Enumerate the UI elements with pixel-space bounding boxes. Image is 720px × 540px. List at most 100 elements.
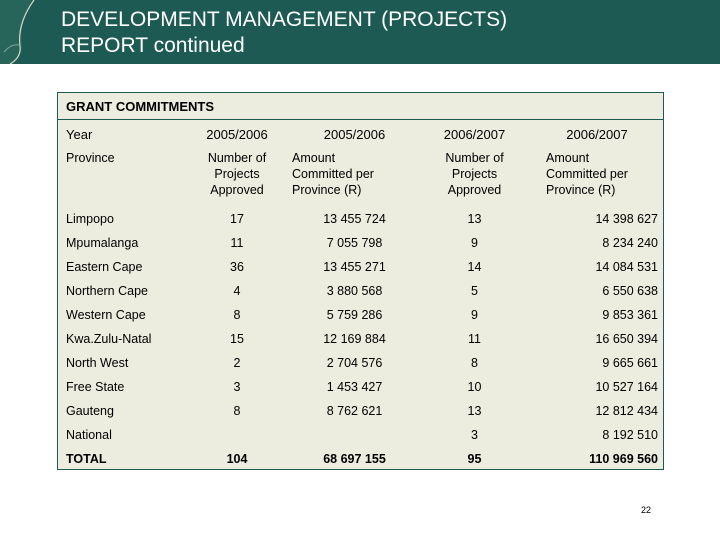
projects-approved-2005-2006: 2 [233,356,241,370]
amount-committed-2005-2006: 12 169 884 [323,332,386,346]
table-row: Limpopo 17 13 455 724 13 14 398 627 [62,207,662,231]
province-name: Kwa.Zulu-Natal [66,332,152,346]
projects-approved-2006-2007: 8 [471,356,478,370]
column-header-line: Approved [447,183,502,197]
amount-committed-2006-2007: 8 192 510 [602,428,658,442]
projects-approved-2005-2006: 8 [233,404,241,418]
province-name: Gauteng [66,404,114,418]
table-row: North West 2 2 704 576 8 9 665 661 [62,351,662,375]
table-row: Free State 3 1 453 427 10 10 527 164 [62,375,662,399]
column-header-row: Province Number of Projects Approved Amo… [62,148,662,207]
leaf-decoration-icon [0,0,35,64]
page-title: DEVELOPMENT MANAGEMENT (PROJECTS) REPORT… [61,7,507,59]
year-header: 2006/2007 [566,126,628,142]
column-header-line: Province (R) [292,183,362,197]
column-header-line: Amount [546,151,590,165]
total-amount-2005-2006: 68 697 155 [323,452,386,466]
column-header-line: Projects [214,167,260,181]
total-label: TOTAL [66,452,107,466]
amount-committed-2005-2006: 13 455 271 [323,260,386,274]
amount-committed-2005-2006: 13 455 724 [323,212,386,226]
title-bar: DEVELOPMENT MANAGEMENT (PROJECTS) REPORT… [0,0,720,64]
province-name: Northern Cape [66,284,148,298]
amount-committed-2005-2006: 7 055 798 [326,236,383,250]
column-header-line: Number of [207,151,267,165]
amount-committed-2006-2007: 6 550 638 [602,284,658,298]
grant-commitments-table: Year 2005/2006 2005/2006 2006/2007 2006/… [62,120,662,471]
projects-approved-2006-2007: 11 [468,332,481,346]
column-header-line: Projects [451,167,498,181]
province-name: National [66,428,112,442]
amount-committed-2006-2007: 12 812 434 [595,404,658,418]
total-amount-2006-2007: 110 969 560 [589,452,658,466]
page-number: 22 [641,505,652,515]
projects-approved-2006-2007: 9 [471,308,478,322]
page-title-line-1: DEVELOPMENT MANAGEMENT (PROJECTS) [61,8,508,31]
table-row: Mpumalanga 11 7 055 798 9 8 234 240 [62,231,662,255]
empty-cell [182,423,292,447]
province-name: Western Cape [66,308,146,322]
empty-cell [292,423,417,447]
table-row: Northern Cape 4 3 880 568 5 6 550 638 [62,279,662,303]
projects-approved-2006-2007: 5 [471,284,478,298]
province-name: Limpopo [66,212,114,226]
total-projects-2005-2006: 104 [226,452,248,466]
amount-committed-2005-2006: 3 880 568 [326,284,383,298]
year-header: 2005/2006 [323,126,386,142]
projects-approved-2006-2007: 14 [467,260,482,274]
province-name: Free State [66,380,125,394]
amount-committed-2005-2006: 5 759 286 [326,308,383,322]
section-title: GRANT COMMITMENTS [66,99,215,114]
column-header: Amount Committed per Province (R) [532,148,662,207]
province-name: Eastern Cape [66,260,143,274]
projects-approved-2006-2007: 9 [471,236,478,250]
projects-approved-2005-2006: 4 [233,284,241,298]
table-row: Eastern Cape 36 13 455 271 14 14 084 531 [62,255,662,279]
amount-committed-2006-2007: 10 527 164 [595,380,658,394]
year-header: 2005/2006 [206,126,268,142]
column-header: Number of Projects Approved [182,148,292,207]
projects-approved-2005-2006: 36 [230,260,244,274]
page-title-line-2: REPORT continued [61,34,245,57]
projects-approved-2005-2006: 15 [230,332,244,346]
amount-committed-2005-2006: 1 453 427 [326,380,383,394]
projects-approved-2005-2006: 8 [233,308,241,322]
column-header-line: Number of [445,151,504,165]
total-row: TOTAL 104 68 697 155 95 110 969 560 [62,447,662,471]
projects-approved-2006-2007: 3 [471,428,478,442]
column-header-line: Committed per [292,167,374,181]
projects-approved-2006-2007: 10 [467,380,482,394]
province-name: North West [66,356,129,370]
projects-approved-2006-2007: 13 [467,404,482,418]
amount-committed-2006-2007: 9 665 661 [602,356,658,370]
column-header-line: Committed per [546,167,628,181]
column-header-line: Province (R) [546,183,616,197]
column-header-line: Amount [292,151,336,165]
amount-committed-2006-2007: 16 650 394 [595,332,658,346]
projects-approved-2005-2006: 17 [230,212,244,226]
column-header-line: Approved [210,183,264,197]
amount-committed-2006-2007: 14 084 531 [595,260,658,274]
amount-committed-2005-2006: 2 704 576 [326,356,383,370]
projects-approved-2005-2006: 3 [233,380,241,394]
projects-approved-2005-2006: 11 [230,236,244,250]
total-projects-2006-2007: 95 [467,452,482,466]
amount-committed-2006-2007: 8 234 240 [602,236,658,250]
table-row: Kwa.Zulu-Natal 15 12 169 884 11 16 650 394 [62,327,662,351]
column-header: Amount Committed per Province (R) [292,148,417,207]
grant-commitments-panel: GRANT COMMITMENTS Year 2005/2006 2005/20… [57,92,664,470]
table-row: Gauteng 8 8 762 621 13 12 812 434 [62,399,662,423]
province-name: Mpumalanga [66,236,139,250]
year-header: 2006/2007 [443,126,506,142]
year-label: Year [66,126,93,142]
section-divider [58,119,663,120]
province-label: Province [66,151,115,165]
amount-committed-2006-2007: 9 853 361 [602,308,658,322]
column-header: Number of Projects Approved [417,148,532,207]
projects-approved-2006-2007: 13 [467,212,482,226]
national-row: National 3 8 192 510 [62,423,662,447]
table-row: Western Cape 8 5 759 286 9 9 853 361 [62,303,662,327]
amount-committed-2006-2007: 14 398 627 [595,212,658,226]
year-header-row: Year 2005/2006 2005/2006 2006/2007 2006/… [62,120,662,148]
amount-committed-2005-2006: 8 762 621 [326,404,383,418]
